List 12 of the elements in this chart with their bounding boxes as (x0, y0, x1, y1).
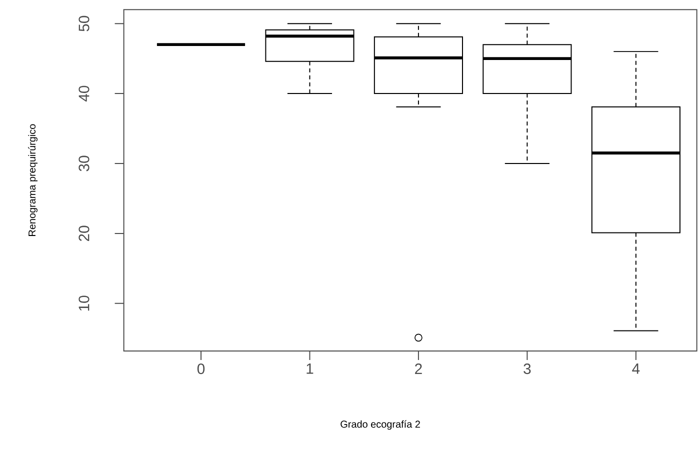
y-tick-label: 40 (78, 86, 90, 102)
x-axis-title: Grado ecografía 2 (340, 420, 420, 430)
x-tick-label: 2 (415, 364, 422, 374)
y-tick-label: 20 (78, 226, 90, 242)
y-tick-label: 50 (78, 16, 90, 32)
x-tick-label: 3 (524, 364, 531, 374)
y-tick-label: 30 (78, 156, 90, 172)
x-tick-label: 0 (197, 364, 205, 374)
x-tick-label: 1 (306, 364, 314, 374)
x-tick-label: 4 (632, 364, 640, 374)
y-axis-title: Renograma prequirúrgico (28, 124, 38, 236)
y-tick-label: 10 (78, 296, 90, 311)
